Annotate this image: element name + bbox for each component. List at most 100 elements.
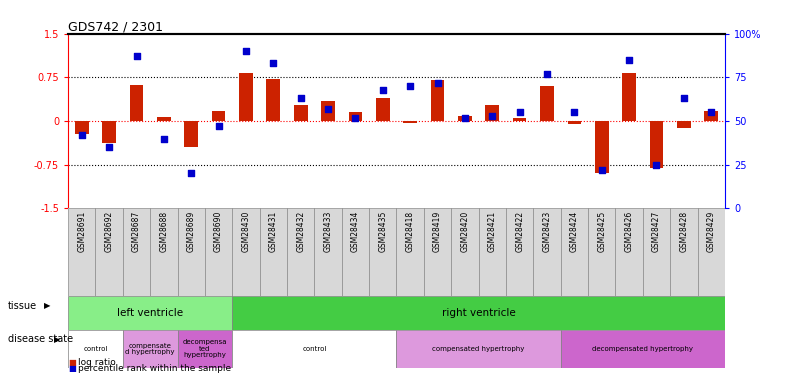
Text: GSM28688: GSM28688: [159, 211, 168, 252]
Text: decompensa
ted
hypertrophy: decompensa ted hypertrophy: [183, 339, 227, 358]
Point: [158, 135, 171, 141]
Bar: [485, 105, 499, 121]
Bar: [458, 116, 472, 121]
Bar: [239, 73, 253, 121]
Point: [130, 54, 143, 60]
Text: GSM28687: GSM28687: [132, 211, 141, 252]
Bar: [622, 74, 636, 121]
Point: [322, 106, 335, 112]
Point: [541, 71, 553, 77]
Text: GSM28424: GSM28424: [570, 211, 579, 252]
Text: GSM28691: GSM28691: [77, 211, 87, 252]
Text: GSM28431: GSM28431: [269, 211, 278, 252]
Bar: [595, 121, 609, 174]
Bar: [376, 98, 389, 121]
Bar: [232, 209, 260, 296]
Bar: [588, 209, 615, 296]
Bar: [75, 121, 89, 134]
Bar: [68, 330, 123, 368]
Text: GSM28434: GSM28434: [351, 211, 360, 252]
Point: [239, 48, 252, 54]
Bar: [287, 209, 314, 296]
Bar: [704, 111, 718, 121]
Text: tissue: tissue: [8, 301, 37, 310]
Point: [705, 110, 718, 116]
Bar: [568, 121, 582, 124]
Point: [212, 123, 225, 129]
Bar: [615, 209, 642, 296]
Bar: [294, 105, 308, 121]
Text: GSM28423: GSM28423: [542, 211, 552, 252]
Text: ▶: ▶: [44, 301, 50, 310]
Bar: [506, 209, 533, 296]
Bar: [130, 85, 143, 121]
Point: [595, 167, 608, 173]
Point: [650, 162, 663, 168]
Text: GSM28435: GSM28435: [378, 211, 388, 252]
Point: [376, 87, 389, 93]
Text: GSM28418: GSM28418: [405, 211, 415, 252]
Text: GSM28430: GSM28430: [241, 211, 251, 252]
Bar: [642, 209, 670, 296]
Text: ■: ■: [68, 358, 76, 367]
Point: [568, 110, 581, 116]
Point: [267, 60, 280, 66]
Bar: [123, 209, 151, 296]
Bar: [369, 209, 396, 296]
Text: GSM28689: GSM28689: [187, 211, 195, 252]
Bar: [533, 209, 561, 296]
Point: [486, 113, 499, 119]
Bar: [348, 112, 362, 121]
Bar: [68, 209, 95, 296]
Bar: [267, 79, 280, 121]
Text: GSM28429: GSM28429: [706, 211, 716, 252]
Text: ■: ■: [68, 364, 76, 373]
Text: log ratio: log ratio: [78, 358, 116, 367]
Text: GSM28426: GSM28426: [625, 211, 634, 252]
Bar: [184, 121, 198, 147]
Point: [458, 115, 471, 121]
Point: [75, 132, 88, 138]
Point: [103, 144, 115, 150]
Bar: [123, 330, 178, 368]
Point: [294, 95, 307, 101]
Bar: [178, 330, 232, 368]
Text: GDS742 / 2301: GDS742 / 2301: [68, 21, 163, 34]
Point: [513, 110, 526, 116]
Bar: [314, 209, 342, 296]
Point: [185, 171, 198, 177]
Text: GSM28421: GSM28421: [488, 211, 497, 252]
Text: GSM28427: GSM28427: [652, 211, 661, 252]
Bar: [260, 209, 287, 296]
Bar: [513, 118, 526, 121]
Text: GSM28432: GSM28432: [296, 211, 305, 252]
Text: GSM28428: GSM28428: [679, 211, 688, 252]
Bar: [211, 111, 225, 121]
Text: GSM28690: GSM28690: [214, 211, 223, 252]
Bar: [404, 121, 417, 123]
Bar: [431, 80, 445, 121]
Point: [349, 115, 362, 121]
Text: left ventricle: left ventricle: [117, 308, 183, 318]
Text: right ventricle: right ventricle: [441, 308, 516, 318]
Bar: [321, 101, 335, 121]
Bar: [396, 330, 561, 368]
Text: control: control: [302, 346, 327, 352]
Bar: [103, 121, 116, 143]
Text: disease state: disease state: [8, 334, 73, 344]
Text: compensated hypertrophy: compensated hypertrophy: [433, 346, 525, 352]
Bar: [540, 86, 553, 121]
Text: compensate
d hypertrophy: compensate d hypertrophy: [126, 342, 175, 355]
Text: GSM28433: GSM28433: [324, 211, 332, 252]
Bar: [677, 121, 690, 128]
Bar: [698, 209, 725, 296]
Point: [431, 80, 444, 86]
Bar: [478, 209, 506, 296]
Bar: [95, 209, 123, 296]
Bar: [68, 296, 232, 330]
Bar: [178, 209, 205, 296]
Bar: [205, 209, 232, 296]
Text: ▶: ▶: [54, 335, 61, 344]
Bar: [424, 209, 451, 296]
Bar: [151, 209, 178, 296]
